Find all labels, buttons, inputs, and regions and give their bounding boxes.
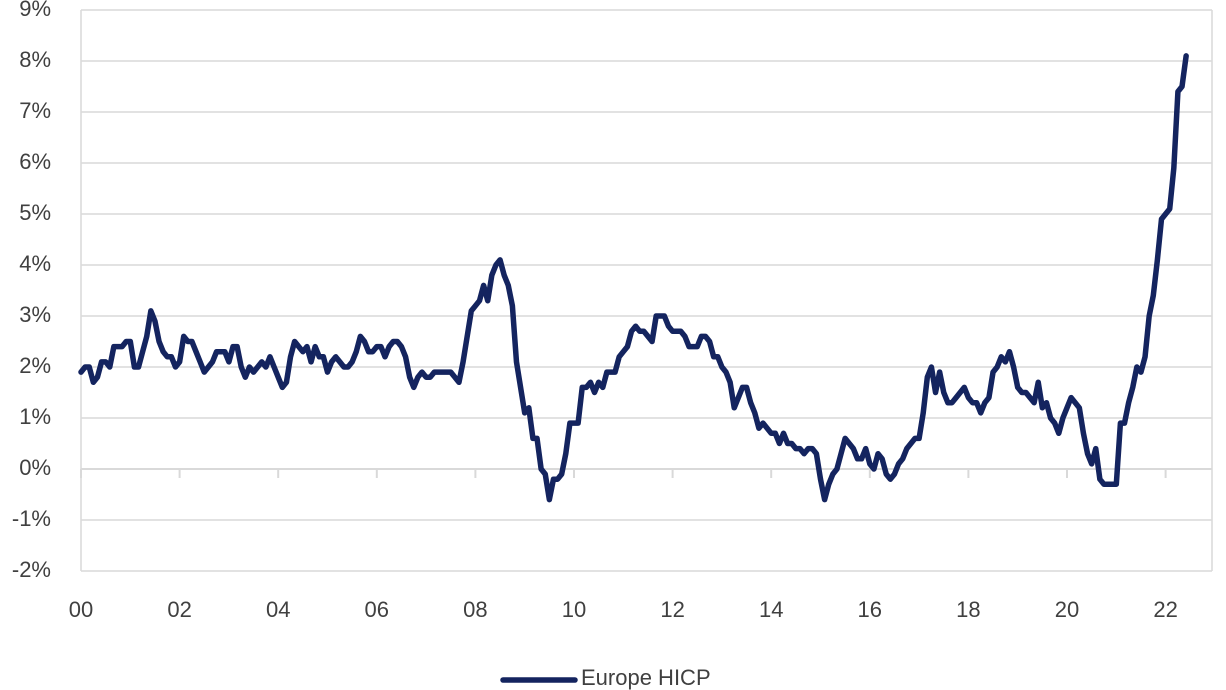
y-tick-label: 7% bbox=[19, 98, 51, 123]
data-line bbox=[78, 53, 1189, 503]
y-tick-label: 9% bbox=[19, 0, 51, 21]
y-tick-label: 6% bbox=[19, 149, 51, 174]
x-tick-label: 12 bbox=[660, 597, 684, 622]
y-tick-label: -1% bbox=[12, 506, 51, 531]
y-tick-label: 1% bbox=[19, 404, 51, 429]
x-tick-label: 18 bbox=[956, 597, 980, 622]
x-tick-label: 02 bbox=[167, 597, 191, 622]
x-tick-label: 10 bbox=[562, 597, 586, 622]
y-tick-label: 2% bbox=[19, 353, 51, 378]
y-tick-label: 8% bbox=[19, 47, 51, 72]
y-tick-label: 5% bbox=[19, 200, 51, 225]
legend-label: Europe HICP bbox=[581, 665, 711, 690]
y-tick-label: 0% bbox=[19, 455, 51, 480]
x-tick-label: 20 bbox=[1055, 597, 1079, 622]
x-tick-label: 08 bbox=[463, 597, 487, 622]
x-tick-label: 22 bbox=[1153, 597, 1177, 622]
y-tick-label: -2% bbox=[12, 557, 51, 582]
x-tick-label: 00 bbox=[69, 597, 93, 622]
x-tick-label: 04 bbox=[266, 597, 290, 622]
x-tick-label: 06 bbox=[365, 597, 389, 622]
x-tick-label: 14 bbox=[759, 597, 783, 622]
y-tick-label: 4% bbox=[19, 251, 51, 276]
x-tick-label: 16 bbox=[858, 597, 882, 622]
y-tick-label: 3% bbox=[19, 302, 51, 327]
